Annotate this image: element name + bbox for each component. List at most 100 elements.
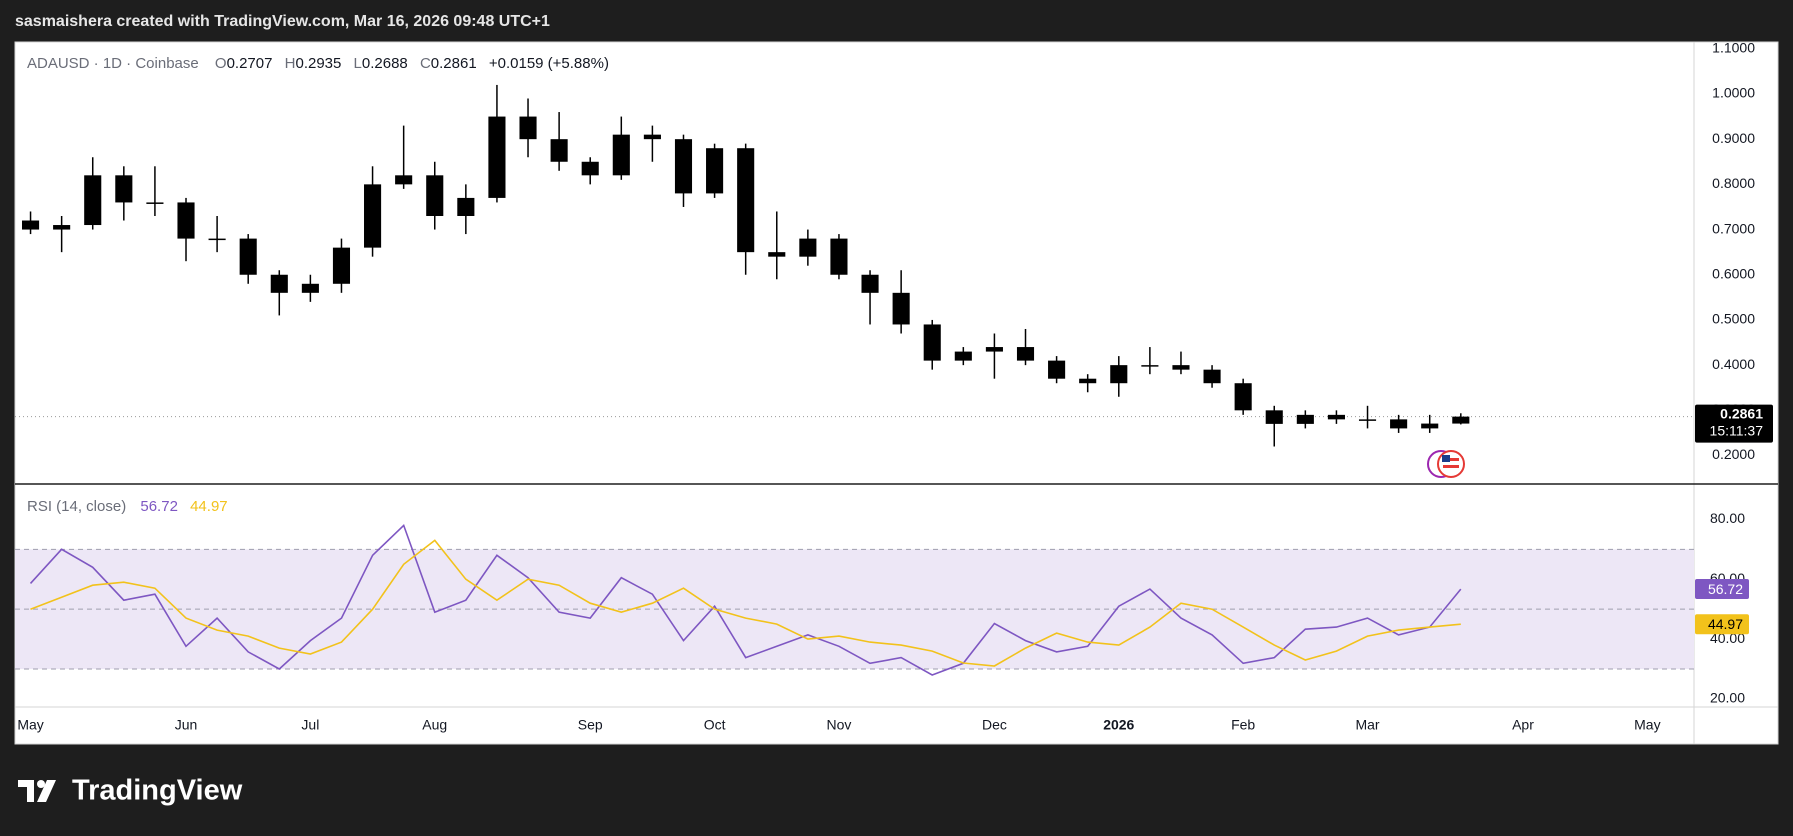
rsi-legend: RSI (14, close) 56.72 44.97 bbox=[27, 498, 228, 515]
price-tag bbox=[1695, 404, 1773, 443]
candle-body bbox=[1296, 414, 1314, 424]
x-tick-label: Mar bbox=[1355, 717, 1379, 733]
value-tag bbox=[1695, 614, 1749, 635]
candle-body bbox=[239, 238, 257, 275]
candle-body bbox=[364, 184, 382, 248]
logo-mark bbox=[37, 780, 45, 788]
candle-body bbox=[1079, 378, 1097, 384]
y-tick-label: 80.00 bbox=[1710, 510, 1745, 526]
x-tick-label: Aug bbox=[422, 717, 447, 733]
flag-stripe bbox=[1443, 465, 1459, 468]
candle-body bbox=[1452, 416, 1470, 424]
candle-body bbox=[861, 274, 879, 293]
candle-body bbox=[799, 238, 817, 257]
candle-body bbox=[830, 238, 848, 275]
candle-body bbox=[768, 252, 786, 257]
rsi-value: 56.72 bbox=[140, 498, 178, 515]
header-title: sasmaishera created with TradingView.com… bbox=[15, 13, 550, 30]
candle-body bbox=[706, 148, 724, 194]
legend-field: C bbox=[420, 55, 431, 72]
brand-name: TradingView bbox=[72, 775, 243, 807]
candle-body bbox=[923, 324, 941, 361]
candle-body bbox=[1110, 365, 1128, 384]
rsi-line bbox=[29, 523, 1462, 676]
x-tick-label: Oct bbox=[704, 717, 726, 733]
candle-body bbox=[84, 175, 102, 226]
legend-value: 0.2861 bbox=[431, 55, 477, 72]
y-tick-label: 0.7000 bbox=[1712, 220, 1755, 236]
candle-body bbox=[332, 247, 351, 284]
candle-body bbox=[612, 134, 630, 176]
value-tag-label: 56.72 bbox=[1708, 581, 1743, 597]
y-tick-label: 1.1000 bbox=[1712, 39, 1755, 55]
candle-body bbox=[1048, 360, 1066, 379]
y-tick-label: 0.2000 bbox=[1712, 446, 1755, 462]
legend-value: 0.2688 bbox=[362, 55, 408, 72]
rsi-line bbox=[30, 539, 1461, 667]
legend-field: L bbox=[354, 55, 362, 72]
candle-body bbox=[1203, 369, 1221, 384]
candle-body bbox=[208, 238, 226, 241]
legend-field: O bbox=[215, 55, 227, 72]
x-tick-label: May bbox=[1634, 717, 1660, 733]
candle-body bbox=[1421, 423, 1439, 429]
candle-body bbox=[1390, 419, 1408, 429]
candle-body bbox=[1327, 414, 1345, 420]
candle-body bbox=[737, 148, 755, 253]
value-tag-label: 44.97 bbox=[1708, 616, 1743, 632]
x-tick-label: May bbox=[17, 717, 43, 733]
x-tick-label: Sep bbox=[578, 717, 603, 733]
logo-mark bbox=[18, 780, 34, 802]
candle-body bbox=[674, 139, 693, 194]
y-tick-label: 1.0000 bbox=[1712, 85, 1755, 101]
countdown: 15:11:37 bbox=[1710, 422, 1764, 438]
x-tick-label: Jun bbox=[175, 717, 198, 733]
legend-value: 0.2935 bbox=[295, 55, 341, 72]
candle-body bbox=[1141, 365, 1159, 367]
legend-field: H bbox=[285, 55, 296, 72]
brand-logo: TradingView bbox=[18, 775, 243, 807]
change-label: +0.0159 (+5.88%) bbox=[489, 55, 609, 72]
flag-stripe bbox=[1443, 458, 1459, 461]
candle-body bbox=[581, 161, 599, 176]
flag-canton bbox=[1442, 455, 1450, 462]
x-tick-label: Dec bbox=[982, 717, 1007, 733]
x-tick-label: Nov bbox=[827, 717, 852, 733]
x-tick-label: 2026 bbox=[1103, 717, 1134, 733]
candle-body bbox=[1358, 419, 1377, 421]
logo-mark bbox=[37, 780, 56, 802]
candle-body bbox=[1234, 383, 1252, 411]
candle-body bbox=[1016, 347, 1035, 361]
candle-body bbox=[53, 225, 71, 230]
candle-body bbox=[643, 134, 661, 140]
candle-body bbox=[488, 116, 506, 198]
candle-body bbox=[519, 116, 537, 140]
y-tick-label: 0.5000 bbox=[1712, 311, 1755, 327]
rsi-ma-value: 44.97 bbox=[190, 498, 228, 515]
y-tick-label: 0.8000 bbox=[1712, 175, 1755, 191]
candle-body bbox=[426, 175, 444, 216]
value-tag bbox=[1695, 579, 1749, 600]
price-tag-label: 0.2861 bbox=[1720, 405, 1763, 421]
y-tick-label: 0.6000 bbox=[1712, 265, 1755, 281]
x-tick-label: Feb bbox=[1231, 717, 1255, 733]
event-icon bbox=[1427, 450, 1465, 478]
flag-circle bbox=[1437, 450, 1465, 478]
candle-body bbox=[892, 292, 910, 325]
symbol-title: ADAUSD · 1D · Coinbase bbox=[27, 55, 199, 72]
candle-body bbox=[395, 175, 413, 185]
price-legend: ADAUSD · 1D · Coinbase O0.2707 H0.2935 L… bbox=[27, 55, 609, 72]
candle-body bbox=[1172, 365, 1190, 370]
legend-value: 0.2707 bbox=[227, 55, 273, 72]
candle-body bbox=[985, 347, 1003, 352]
candle-body bbox=[1265, 410, 1283, 424]
y-tick-label: 0.9000 bbox=[1712, 130, 1755, 146]
y-tick-label: 20.00 bbox=[1710, 690, 1745, 706]
candle-body bbox=[270, 274, 288, 293]
candle-body bbox=[177, 202, 195, 239]
y-tick-label: 0.4000 bbox=[1712, 356, 1755, 372]
candle-body bbox=[301, 283, 319, 293]
candle-body bbox=[954, 351, 972, 361]
candle-body bbox=[21, 220, 40, 230]
